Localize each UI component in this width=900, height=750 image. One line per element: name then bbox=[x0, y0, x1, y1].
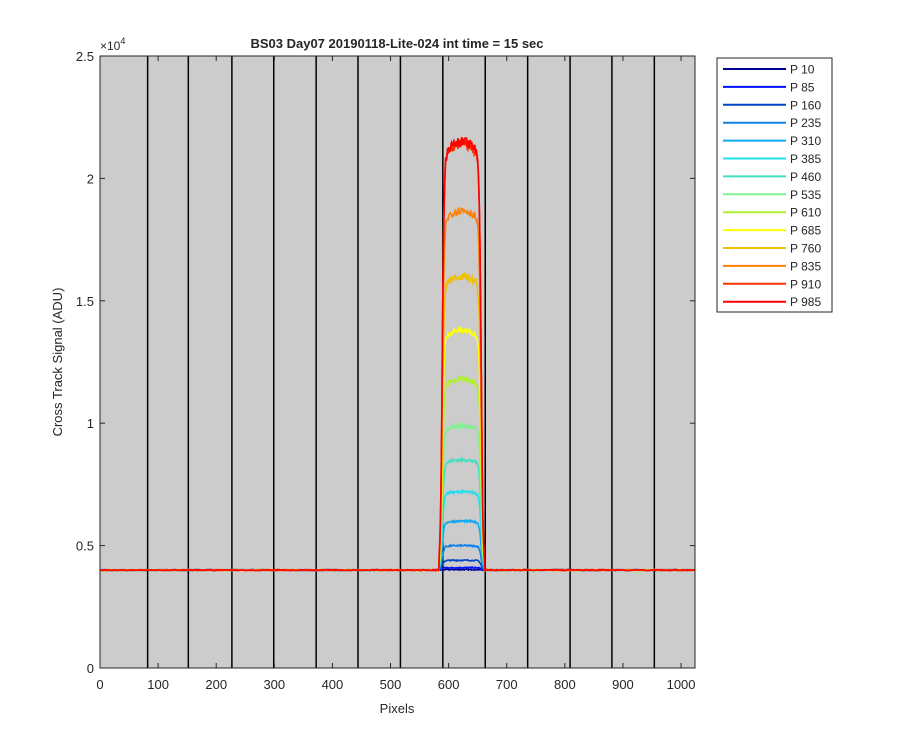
y-tick-label: 2.5 bbox=[76, 49, 94, 64]
series-group bbox=[99, 136, 695, 573]
y-tick-label: 2 bbox=[87, 171, 94, 186]
legend-label: P 160 bbox=[790, 98, 821, 112]
legend-box bbox=[716, 57, 833, 313]
x-tick-label: 200 bbox=[205, 677, 227, 692]
legend-label: P 310 bbox=[790, 134, 821, 148]
legend: P 10 P 85 P 160 P 235 P 310 P 385 P 460 P 535 P … bbox=[716, 57, 833, 313]
plot-frame bbox=[99, 55, 696, 669]
x-axis: 0 100 200 300 400 500 600 700 800 900 1000 bbox=[96, 56, 696, 692]
vertical-lines bbox=[146, 56, 656, 668]
x-tick-label: 100 bbox=[147, 677, 169, 692]
x-tick-label: 800 bbox=[554, 677, 576, 692]
legend-label: P 910 bbox=[790, 277, 821, 291]
y-tick-label: 0.5 bbox=[76, 539, 94, 554]
x-tick-label: 0 bbox=[96, 677, 103, 692]
legend-label: P 10 bbox=[790, 63, 815, 77]
legend-label: P 760 bbox=[790, 242, 821, 256]
legend-label: P 235 bbox=[790, 116, 821, 130]
y-axis: 0 0.5 1 1.5 2 2.5 bbox=[76, 49, 695, 676]
y-tick-label: 0 bbox=[87, 661, 94, 676]
legend-label: P 985 bbox=[790, 295, 821, 309]
legend-label: P 685 bbox=[790, 224, 821, 238]
y-tick-label: 1.5 bbox=[76, 294, 94, 309]
chart-title: BS03 Day07 20190118-Lite-024 int time = … bbox=[250, 36, 543, 51]
x-tick-label: 500 bbox=[380, 677, 402, 692]
legend-label: P 385 bbox=[790, 152, 821, 166]
y-axis-label: Cross Track Signal (ADU) bbox=[50, 288, 65, 437]
x-tick-label: 900 bbox=[612, 677, 634, 692]
y-tick-label: 1 bbox=[87, 416, 94, 431]
x-tick-label: 300 bbox=[263, 677, 285, 692]
legend-label: P 610 bbox=[790, 206, 821, 220]
legend-label: P 535 bbox=[790, 188, 821, 202]
plot-area bbox=[100, 56, 695, 668]
legend-label: P 460 bbox=[790, 170, 821, 184]
x-tick-label: 1000 bbox=[667, 677, 696, 692]
x-tick-label: 700 bbox=[496, 677, 518, 692]
x-tick-label: 400 bbox=[322, 677, 344, 692]
legend-label: P 835 bbox=[790, 259, 821, 273]
x-axis-label: Pixels bbox=[380, 701, 415, 716]
series-line bbox=[99, 136, 695, 572]
legend-label: P 85 bbox=[790, 80, 815, 94]
y-exponent: ×104 bbox=[100, 36, 125, 53]
x-tick-label: 600 bbox=[438, 677, 460, 692]
